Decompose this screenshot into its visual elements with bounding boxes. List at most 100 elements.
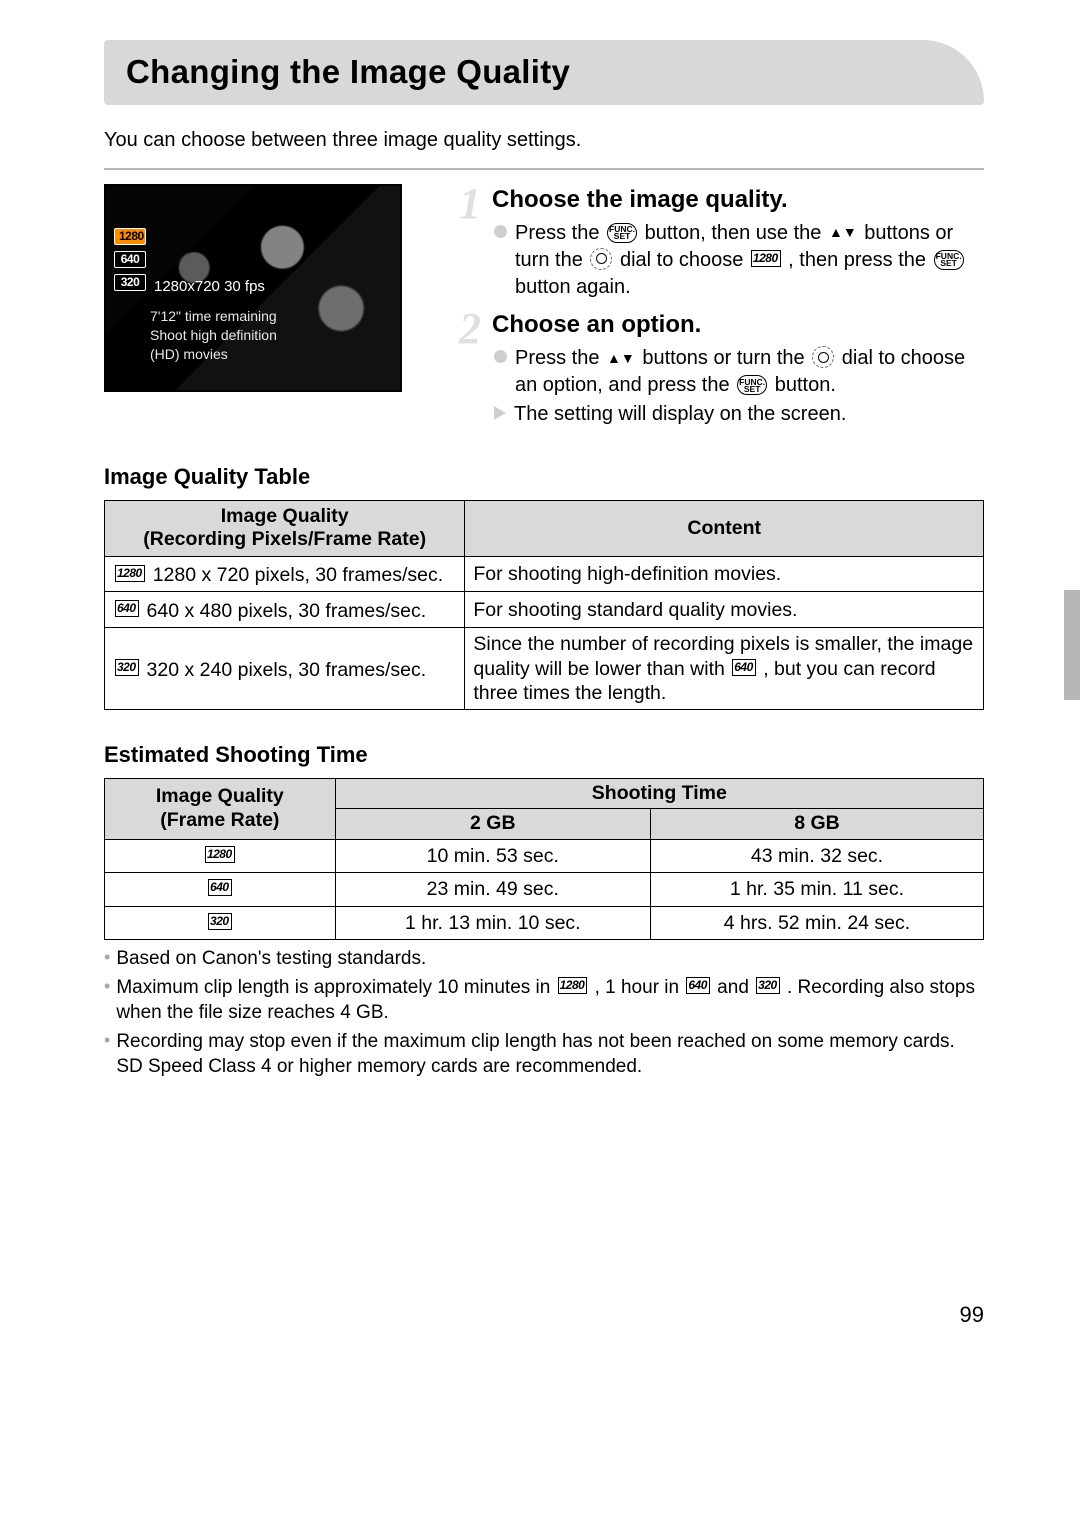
footnote-row: •Based on Canon's testing standards. [104, 946, 984, 972]
control-dial-icon [812, 346, 834, 368]
steps-column: 1Choose the image quality. Press the FUNC… [456, 184, 984, 437]
resolution-1280-icon: 1280 [115, 565, 145, 582]
quality-table-heading: Image Quality Table [104, 462, 984, 492]
preview-quality-badge: 640 [114, 251, 146, 268]
text-segment: The setting will display on the screen. [514, 403, 846, 425]
camera-preview: 1280 640 320 1280x720 30 fps 7'12" time re… [104, 184, 402, 392]
up-down-arrows-icon: ▲▼ [607, 354, 635, 363]
footnote-row: •Recording may stop even if the maximum … [104, 1029, 984, 1080]
et-cell-8gb: 43 min. 32 sec. [650, 839, 983, 872]
step: 2Choose an option. Press the ▲▼ buttons o… [456, 309, 984, 430]
text-segment: Based on Canon's testing standards. [116, 948, 426, 969]
resolution-320-icon: 320 [208, 913, 232, 930]
step-number: 2 [456, 309, 484, 430]
est-table-heading: Estimated Shooting Time [104, 740, 984, 770]
text-segment: , 1 hour in [589, 977, 684, 998]
control-dial-icon [590, 248, 612, 270]
table-row: 640 23 min. 49 sec.1 hr. 35 min. 11 sec. [105, 873, 984, 906]
bullet-icon [494, 350, 507, 363]
table-row: 128010 min. 53 sec.43 min. 32 sec. [105, 839, 984, 872]
step-bullet: The setting will display on the screen. [492, 401, 984, 428]
resolution-320-icon: 320 [115, 659, 139, 676]
preview-caption-line: Shoot high definition [150, 326, 277, 345]
page-number: 99 [104, 1300, 984, 1330]
preview-quality-icons: 1280 640 320 [114, 228, 146, 291]
bullet-icon: • [104, 975, 110, 1026]
et-header-2gb: 2 GB [335, 809, 650, 839]
resolution-1280-icon: 1280 [205, 846, 235, 863]
overview-row: 1280 640 320 1280x720 30 fps 7'12" time re… [104, 184, 984, 437]
qt-cell-content: Since the number of recording pixels is … [465, 628, 984, 710]
et-header-col1: Image Quality (Frame Rate) [105, 778, 336, 839]
text-segment: button again. [515, 276, 631, 298]
qt-spec-text: 320 x 240 pixels, 30 frames/sec. [147, 658, 427, 682]
footnote-text: Maximum clip length is approximately 10 … [116, 975, 984, 1026]
resolution-320-icon: 320 [756, 977, 780, 994]
bullet-icon: • [104, 1029, 110, 1080]
step-body: Choose the image quality. Press the FUNC.… [492, 184, 984, 303]
et-header-col1-line1: Image Quality [156, 785, 284, 807]
qt-cell-content: For shooting standard quality movies. [465, 592, 984, 628]
step-bullet-text: Press the FUNC.SET button, then use the … [515, 220, 984, 301]
text-segment: Recording may stop even if the maximum c… [116, 1031, 955, 1078]
qt-cell-spec: 640640 x 480 pixels, 30 frames/sec. [105, 592, 465, 628]
func-set-icon: FUNC.SET [737, 375, 767, 395]
step: 1Choose the image quality. Press the FUNC… [456, 184, 984, 303]
qt-cell-content: For shooting high-definition movies. [465, 556, 984, 592]
step-bullet-text: Press the ▲▼ buttons or turn the dial to… [515, 345, 984, 399]
text-segment: buttons or turn the [637, 347, 810, 369]
footnote-text: Recording may stop even if the maximum c… [116, 1029, 984, 1080]
step-body: Choose an option. Press the ▲▼ buttons or… [492, 309, 984, 430]
footnote-text: Based on Canon's testing standards. [116, 946, 426, 972]
preview-caption-line: (HD) movies [150, 345, 277, 364]
result-arrow-icon [494, 406, 506, 420]
text-segment: Press the [515, 347, 605, 369]
qt-header-col1-line1: Image Quality [221, 505, 349, 527]
text-segment: Maximum clip length is approximately 10 … [116, 977, 555, 998]
resolution-640-icon: 640 [208, 879, 232, 896]
preview-caption: 7'12" time remainingShoot high definitio… [150, 307, 277, 364]
resolution-1280-icon: 1280 [751, 250, 781, 267]
resolution-640-icon: 640 [115, 600, 139, 617]
est-table: Image Quality (Frame Rate) Shooting Time… [104, 778, 984, 940]
et-header-col1-line2: (Frame Rate) [160, 809, 279, 831]
qt-cell-spec: 320 320 x 240 pixels, 30 frames/sec. [105, 628, 465, 710]
table-row: 1280 1280 x 720 pixels, 30 frames/sec. For… [105, 556, 984, 592]
step-number: 1 [456, 184, 484, 303]
table-row: 320 320 x 240 pixels, 30 frames/sec. Since… [105, 628, 984, 710]
footnote-row: • Maximum clip length is approximately 10… [104, 975, 984, 1026]
text-segment: and [712, 977, 754, 998]
func-set-icon: FUNC.SET [934, 250, 964, 270]
preview-quality-badge: 320 [114, 274, 146, 291]
et-cell-icon: 640 [105, 873, 336, 906]
text-segment: Press the [515, 222, 605, 244]
preview-res-line: 1280x720 30 fps [154, 278, 265, 296]
et-header-span: Shooting Time [335, 778, 983, 808]
et-header-8gb: 8 GB [650, 809, 983, 839]
text-segment: For shooting standard quality movies. [473, 599, 797, 621]
et-cell-2gb: 1 hr. 13 min. 10 sec. [335, 906, 650, 939]
text-segment: button. [769, 374, 836, 396]
step-bullet: Press the FUNC.SET button, then use the … [492, 220, 984, 301]
step-heading: Choose the image quality. [492, 184, 984, 216]
quality-table: Image Quality (Recording Pixels/Frame Ra… [104, 500, 984, 710]
qt-spec-text: 1280 x 720 pixels, 30 frames/sec. [153, 563, 444, 587]
footnotes: •Based on Canon's testing standards.•Max… [104, 946, 984, 1080]
resolution-1280-icon: 1280 [558, 977, 588, 994]
divider [104, 168, 984, 170]
func-set-icon: FUNC.SET [607, 223, 637, 243]
bullet-icon [494, 225, 507, 238]
qt-cell-spec: 1280 1280 x 720 pixels, 30 frames/sec. [105, 556, 465, 592]
et-cell-8gb: 1 hr. 35 min. 11 sec. [650, 873, 983, 906]
table-row: 320 1 hr. 13 min. 10 sec.4 hrs. 52 min. 2… [105, 906, 984, 939]
resolution-640-icon: 640 [732, 659, 756, 676]
preview-quality-badge: 1280 [114, 228, 146, 245]
qt-header-col2: Content [465, 501, 984, 557]
et-cell-8gb: 4 hrs. 52 min. 24 sec. [650, 906, 983, 939]
step-bullet-text: The setting will display on the screen. [514, 401, 846, 428]
text-segment: button, then use the [639, 222, 827, 244]
et-cell-2gb: 23 min. 49 sec. [335, 873, 650, 906]
section-title-bar: Changing the Image Quality [104, 40, 984, 105]
step-heading: Choose an option. [492, 309, 984, 341]
section-title: Changing the Image Quality [126, 50, 962, 95]
